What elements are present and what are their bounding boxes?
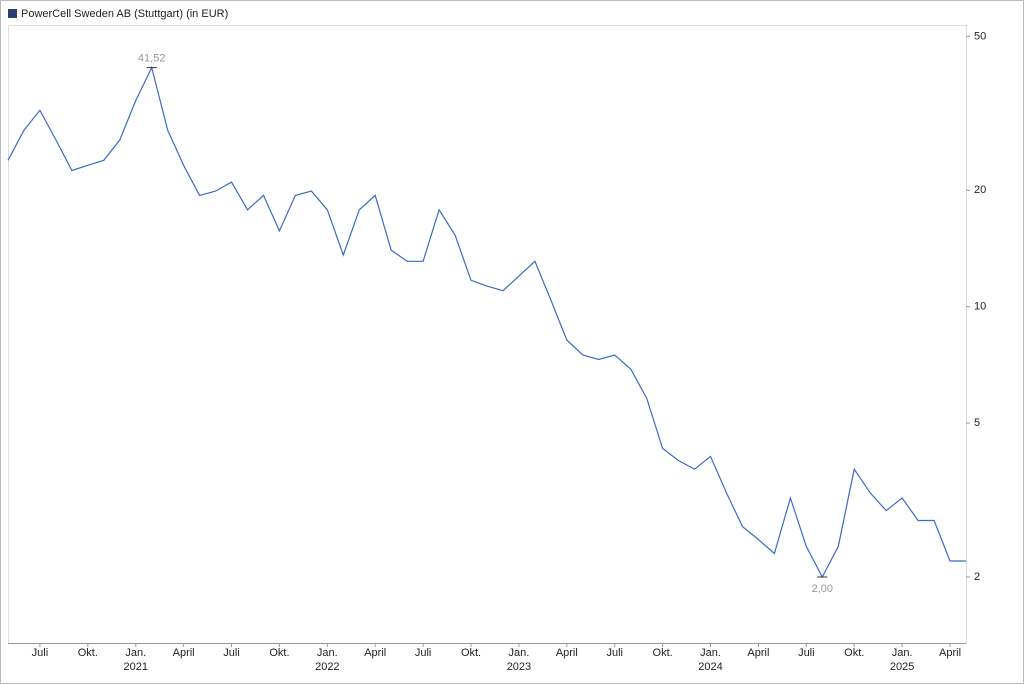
y-tick-label: 2 <box>974 571 980 583</box>
annotation-label: 2,00 <box>812 583 833 595</box>
x-tick-label: April <box>364 647 386 659</box>
year-label: 2022 <box>315 661 339 673</box>
year-label: 2021 <box>123 661 147 673</box>
x-tick-label: Okt. <box>78 647 98 659</box>
x-tick-label: Juli <box>606 647 623 659</box>
x-tick-label: Juli <box>223 647 240 659</box>
price-line <box>7 65 966 579</box>
x-tick-label: Okt. <box>844 647 864 659</box>
x-tick-label: Juli <box>798 647 815 659</box>
x-tick-label: Okt. <box>269 647 289 659</box>
x-tick-label: Okt. <box>653 647 673 659</box>
y-tick-label: 50 <box>974 30 986 42</box>
x-tick-label: April <box>747 647 769 659</box>
x-tick-label: Jan. <box>317 647 338 659</box>
year-label: 2025 <box>890 661 914 673</box>
y-tick-label: 10 <box>974 301 986 313</box>
annotation-label: 41,52 <box>138 52 166 64</box>
chart-title: PowerCell Sweden AB (Stuttgart) (in EUR) <box>21 8 228 20</box>
x-tick-label: April <box>939 647 961 659</box>
x-tick-label: Okt. <box>461 647 481 659</box>
x-tick-label: Jan. <box>509 647 530 659</box>
x-tick-label: Jan. <box>892 647 913 659</box>
year-label: 2024 <box>698 661 722 673</box>
y-tick-label: 5 <box>974 417 980 429</box>
x-tick-label: Jan. <box>700 647 721 659</box>
y-tick-label: 20 <box>974 184 986 196</box>
x-tick-label: Juli <box>415 647 432 659</box>
x-tick-label: April <box>173 647 195 659</box>
year-label: 2023 <box>507 661 531 673</box>
x-tick-label: Juli <box>32 647 49 659</box>
x-tick-label: Jan. <box>125 647 146 659</box>
x-tick-label: April <box>556 647 578 659</box>
legend-icon <box>8 9 17 18</box>
